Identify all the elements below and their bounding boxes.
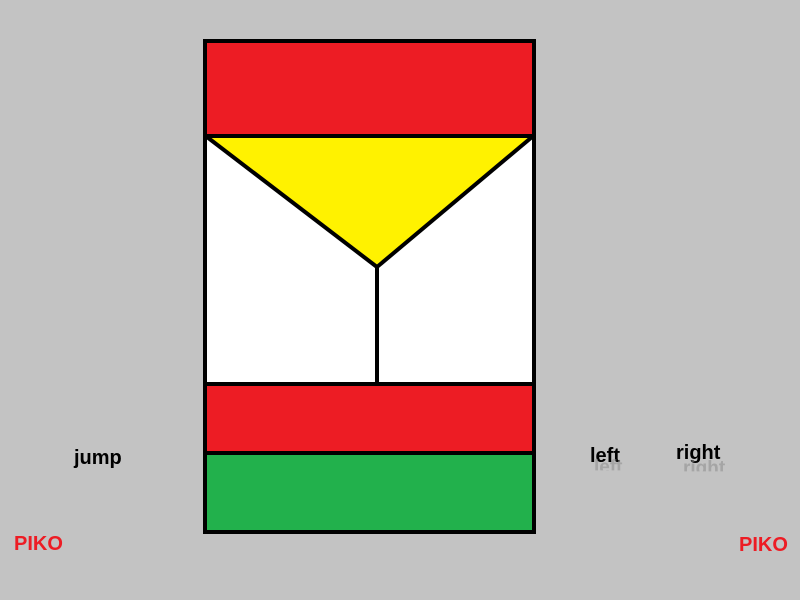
character-lower-red-band [206,384,533,453]
left-button[interactable]: left [590,445,620,467]
character-top-red-band [206,42,533,137]
piko-logo-left: PIKO [14,533,63,555]
character-sprite [203,39,536,534]
collar-left-edge [205,135,379,269]
piko-logo-right: PIKO [739,534,788,556]
jump-button[interactable]: jump [74,447,122,469]
collar-right-edge [375,135,534,269]
right-button[interactable]: right [676,442,721,464]
character-yellow-collar [207,138,531,267]
character-green-base [206,453,533,531]
left-button-shadow: left [594,457,623,478]
right-button-shadow: right [683,458,726,479]
character-outline [203,39,536,534]
